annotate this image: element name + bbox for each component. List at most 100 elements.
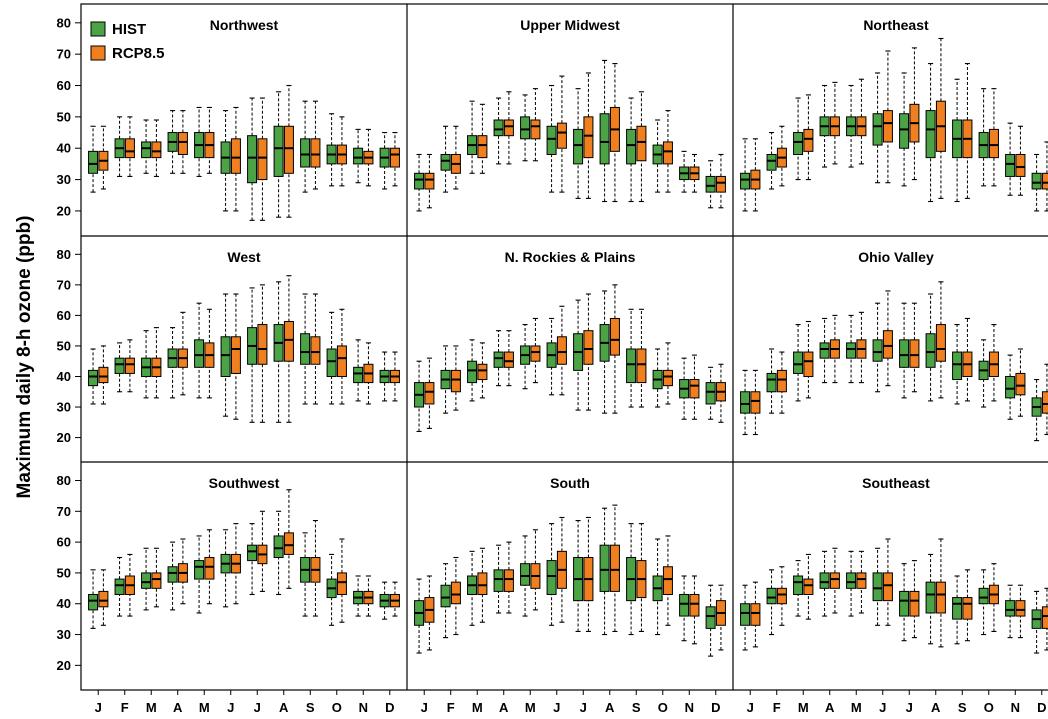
- box-rcp: [503, 91, 514, 165]
- iqr-box: [257, 138, 268, 181]
- box-rcp: [230, 106, 241, 212]
- y-tick-label: 40: [57, 369, 71, 384]
- box-hist: [194, 535, 205, 614]
- box-rcp: [363, 342, 374, 405]
- box-hist: [546, 523, 557, 626]
- box-hist: [740, 138, 751, 212]
- y-tick-label: 80: [57, 473, 71, 488]
- x-tick-label: N: [359, 700, 368, 715]
- box-hist: [766, 348, 777, 414]
- iqr-box: [424, 172, 435, 190]
- iqr-box: [310, 138, 321, 168]
- box-rcp: [1041, 141, 1048, 212]
- box-hist: [740, 369, 751, 436]
- box-hist: [705, 160, 716, 209]
- iqr-box: [935, 324, 946, 362]
- box-rcp: [151, 119, 162, 177]
- iqr-box: [740, 172, 751, 190]
- x-tick-label: A: [173, 700, 183, 715]
- box-rcp: [935, 37, 946, 199]
- iqr-box: [909, 590, 920, 617]
- iqr-box: [151, 141, 162, 159]
- x-tick-label: D: [711, 700, 720, 715]
- x-tick-label: J: [553, 700, 560, 715]
- box-hist: [300, 100, 311, 193]
- box-rcp: [583, 293, 594, 411]
- box-hist: [326, 311, 337, 405]
- iqr-box: [520, 116, 531, 140]
- box-rcp: [1041, 587, 1048, 651]
- iqr-box: [414, 172, 425, 190]
- iqr-box: [705, 606, 716, 629]
- x-tick-label: M: [199, 700, 210, 715]
- box-hist: [793, 324, 804, 402]
- iqr-box: [194, 339, 205, 368]
- iqr-box: [124, 357, 135, 374]
- box-hist: [819, 84, 830, 168]
- box-rcp: [1041, 363, 1048, 436]
- iqr-box: [194, 560, 205, 580]
- box-rcp: [856, 550, 867, 614]
- iqr-box: [283, 532, 294, 555]
- box-hist: [88, 569, 99, 629]
- box-hist: [114, 342, 125, 393]
- y-tick-label: 40: [57, 141, 71, 156]
- y-tick-label: 80: [57, 15, 71, 30]
- box-rcp: [257, 284, 268, 423]
- x-tick-label: N: [685, 700, 694, 715]
- box-hist: [167, 327, 178, 399]
- box-rcp: [829, 547, 840, 614]
- x-tick-label: O: [658, 700, 668, 715]
- box-rcp: [988, 563, 999, 633]
- box-rcp: [776, 351, 787, 414]
- box-hist: [220, 529, 231, 608]
- iqr-box: [467, 360, 478, 384]
- box-rcp: [715, 584, 726, 651]
- box-hist: [326, 553, 337, 626]
- box-hist: [247, 287, 258, 423]
- box-hist: [247, 523, 258, 596]
- box-rcp: [856, 311, 867, 384]
- box-rcp: [477, 342, 488, 399]
- y-tick-label: 50: [57, 109, 71, 124]
- iqr-box: [114, 578, 125, 595]
- box-hist: [440, 563, 451, 639]
- iqr-box: [204, 557, 215, 580]
- box-rcp: [662, 535, 673, 626]
- x-tick-label: M: [525, 700, 536, 715]
- iqr-box: [925, 333, 936, 368]
- box-hist: [353, 575, 364, 617]
- y-tick-label: 20: [57, 430, 71, 445]
- iqr-box: [493, 569, 504, 592]
- y-tick-label: 20: [57, 203, 71, 218]
- box-hist: [247, 97, 258, 221]
- panel-northwest: Northwest 20 30 40 50 60 70 80: [57, 15, 400, 221]
- panel-title: South: [550, 475, 590, 491]
- box-hist: [467, 339, 478, 402]
- iqr-box: [909, 339, 920, 368]
- x-tick-label: N: [1011, 700, 1020, 715]
- box-hist: [141, 330, 152, 399]
- panel-title: Southeast: [862, 475, 930, 491]
- box-rcp: [310, 293, 321, 405]
- box-rcp: [177, 311, 188, 396]
- box-rcp: [98, 125, 109, 190]
- panel-upper-midwest: Upper Midwest: [414, 17, 726, 212]
- box-rcp: [257, 510, 268, 592]
- box-rcp: [363, 128, 374, 187]
- box-hist: [652, 119, 663, 193]
- iqr-box: [1041, 391, 1048, 414]
- box-hist: [493, 97, 504, 165]
- box-hist: [220, 293, 231, 417]
- box-rcp: [882, 50, 893, 184]
- x-tick-label: M: [146, 700, 157, 715]
- box-rcp: [283, 275, 294, 423]
- y-tick-label: 20: [57, 658, 71, 673]
- box-rcp: [424, 575, 435, 651]
- iqr-box: [520, 563, 531, 586]
- box-hist: [599, 507, 610, 636]
- iqr-box: [846, 572, 857, 589]
- iqr-box: [583, 330, 594, 365]
- iqr-box: [353, 366, 364, 384]
- box-hist: [493, 544, 504, 614]
